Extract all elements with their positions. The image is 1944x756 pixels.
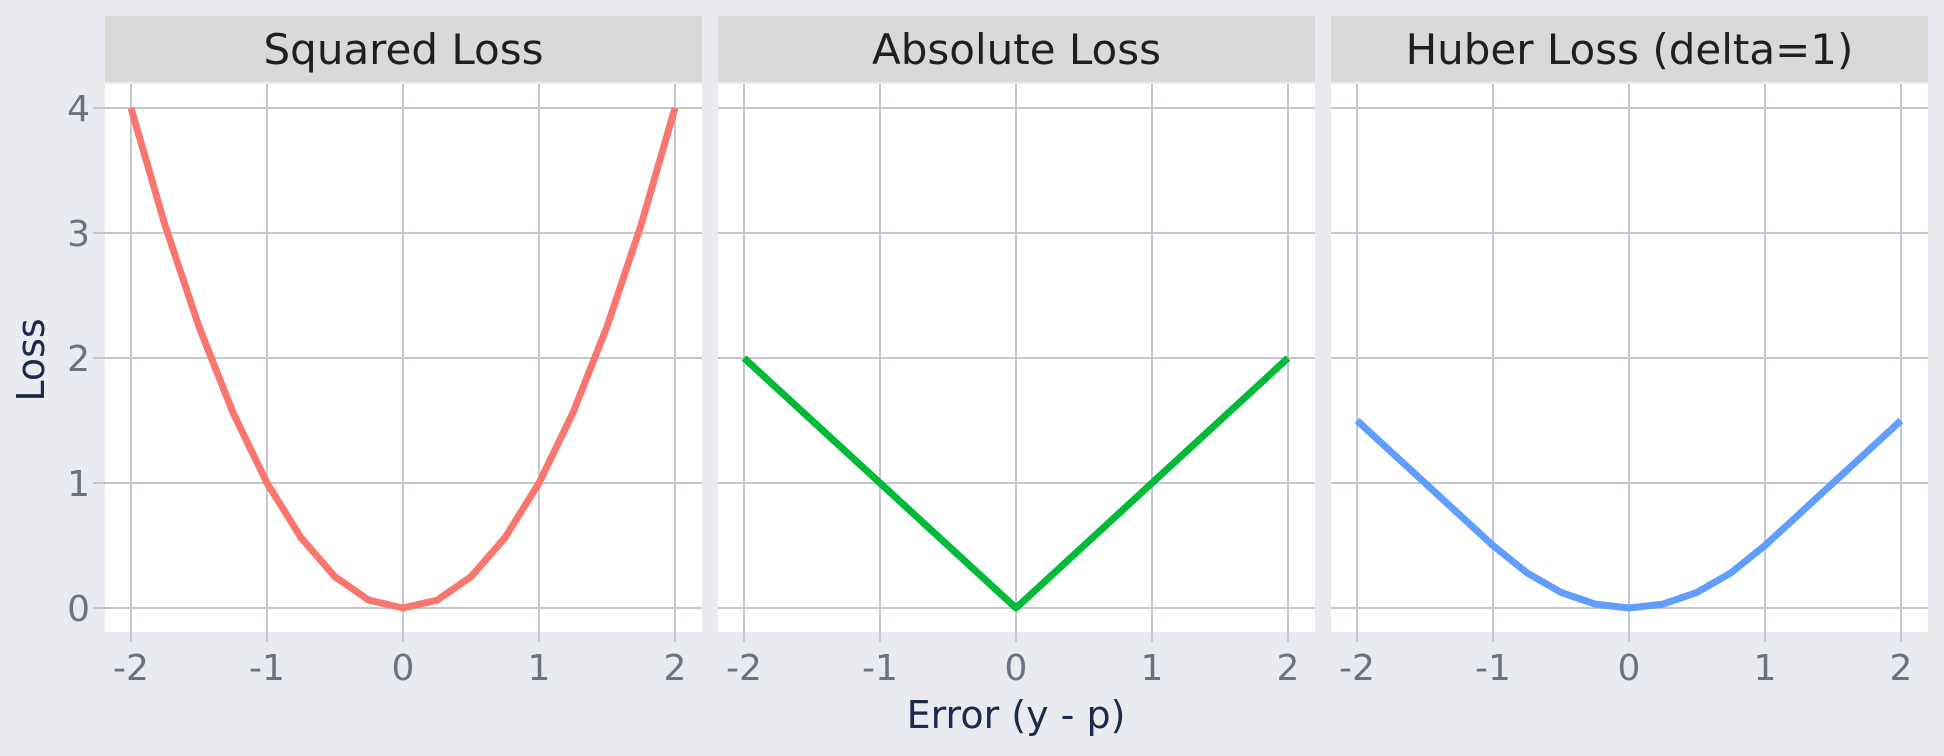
x-tick-label: -1 (249, 648, 285, 689)
loss-series-line (1354, 417, 1904, 612)
y-tick-label: 1 (67, 464, 90, 505)
facet-panel-3: Huber Loss (delta=1) -2 -1 0 1 2 (1331, 16, 1928, 689)
x-tick-label: 1 (1141, 648, 1164, 689)
x-tick-label: 2 (664, 648, 687, 689)
y-tick-label: 2 (67, 339, 90, 380)
facet-title: Absolute Loss (872, 25, 1161, 74)
facet-title: Squared Loss (264, 25, 544, 74)
x-axis-title: Error (y - p) (907, 693, 1126, 737)
facet-strip (1331, 16, 1928, 82)
loss-series-line (741, 355, 1291, 612)
loss-series-line (127, 107, 679, 612)
facet-panel-2: Absolute Loss -2 -1 0 1 2 (718, 16, 1315, 689)
facet-strip (105, 16, 702, 82)
x-tick-label: 1 (528, 648, 551, 689)
facet-strip (718, 16, 1315, 82)
x-tick-label: -1 (862, 648, 898, 689)
x-tick-label: -2 (726, 648, 762, 689)
x-tick-label: 0 (1005, 648, 1028, 689)
y-axis-title: Loss (9, 318, 53, 401)
x-tick-label: -2 (1339, 648, 1375, 689)
x-tick-label: 1 (1754, 648, 1777, 689)
x-tick-label: 2 (1890, 648, 1913, 689)
y-axis: 0 1 2 3 4 (67, 89, 105, 630)
facet-title: Huber Loss (delta=1) (1406, 25, 1854, 74)
x-tick-label: 0 (1618, 648, 1641, 689)
y-tick-label: 3 (67, 214, 90, 255)
y-tick-label: 4 (67, 89, 90, 130)
x-tick-label: 2 (1277, 648, 1300, 689)
x-tick-label: 0 (392, 648, 415, 689)
x-tick-label: -1 (1475, 648, 1511, 689)
facet-panel-1: Squared Loss -2 -1 0 1 2 (105, 16, 702, 689)
y-tick-label: 0 (67, 589, 90, 630)
x-tick-label: -2 (113, 648, 149, 689)
